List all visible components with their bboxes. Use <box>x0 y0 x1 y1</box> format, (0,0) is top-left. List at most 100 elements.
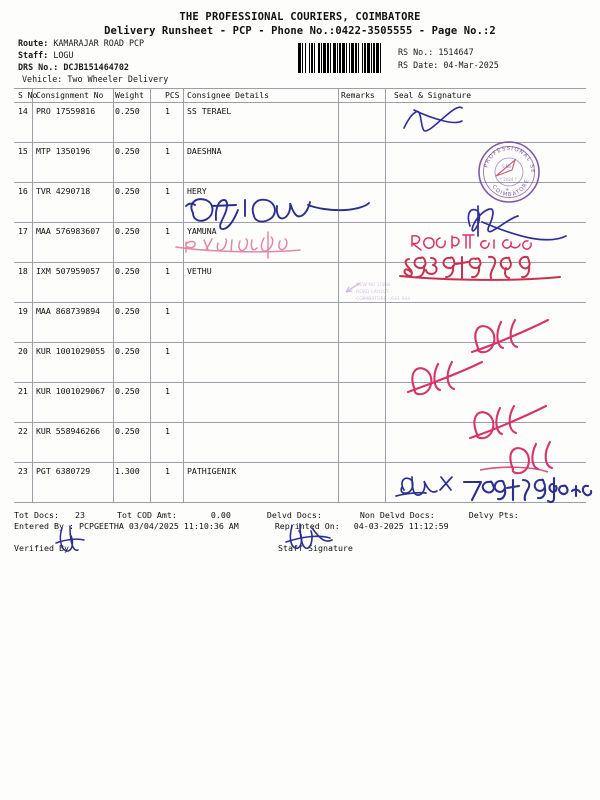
table-rule <box>14 502 586 503</box>
delivery-mark-4 <box>509 440 554 475</box>
cell-weight: 0.250 <box>115 306 140 316</box>
rs-date-label: RS Date: <box>398 60 439 70</box>
rs-date-field: RS Date: 04-Mar-2025 <box>398 60 499 70</box>
rs-no-value: 1514647 <box>438 47 474 57</box>
delvd-docs-label: Delvd Docs: <box>266 510 322 520</box>
delivery-mark-2 <box>470 318 550 354</box>
cell-sno: 21 <box>18 386 28 396</box>
cell-sno: 23 <box>18 466 28 476</box>
cell-consignment-no: PGT 6380729 <box>36 466 91 476</box>
table-column-divider <box>32 88 33 502</box>
cell-pcs: 1 <box>165 466 170 476</box>
table-rule <box>14 142 586 143</box>
cell-weight: 0.250 <box>115 226 140 236</box>
vehicle-field: Vehicle: Two Wheeler Delivery <box>22 74 168 84</box>
vehicle-label: Vehicle: <box>22 74 63 84</box>
cell-consignment-no: KUR 1001029055 <box>36 346 106 356</box>
cell-sno: 14 <box>18 106 28 116</box>
cell-sno: 22 <box>18 426 28 436</box>
entered-by-label: Entered By : <box>14 521 74 531</box>
company-title: THE PROFESSIONAL COURIERS, COIMBATORE <box>179 11 421 23</box>
staff-signature-label: Staff Signature <box>278 543 353 553</box>
rs-date-value: 04-Mar-2025 <box>443 60 499 70</box>
signature-row-14 <box>403 106 463 132</box>
column-header-s-no: S No <box>18 91 38 100</box>
staff-label: Staff: <box>18 50 49 60</box>
svg-text:★: ★ <box>505 187 510 193</box>
tot-docs-label: Tot Docs: <box>14 510 59 520</box>
barcode-icon <box>298 43 394 73</box>
column-header-seal-signature: Seal & Signature <box>394 91 472 100</box>
table-rule <box>14 262 586 263</box>
cell-sno: 20 <box>18 346 28 356</box>
signature-staff-bottom <box>395 476 453 497</box>
address-stamp-line2: ROAD LAYOUT <box>356 289 389 295</box>
rs-no-label: RS No.: <box>398 47 434 57</box>
drs-value: DCJB151464702 <box>63 62 129 72</box>
cell-sno: 18 <box>18 266 28 276</box>
cell-consignment-no: MAA 868739894 <box>36 306 101 316</box>
route-field: Route: KAMARAJAR ROAD PCP <box>18 38 144 48</box>
delivery-mark-1 <box>406 360 484 396</box>
cell-weight: 0.250 <box>115 146 140 156</box>
table-column-divider <box>338 88 339 502</box>
entered-by-value: PCPGEETHA 03/04/2025 11:10:36 AM <box>78 521 239 531</box>
cell-pcs: 1 <box>165 226 170 236</box>
column-header-consignee-details: Consignee Details <box>187 91 269 100</box>
address-stamp-faint: NEW NO 1/368 ROAD LAYOUT COIMBATORE - 64… <box>345 282 410 302</box>
table-rule <box>14 182 586 183</box>
table-column-divider <box>113 88 114 502</box>
cell-consignee-details: VETHU <box>187 266 212 276</box>
cell-pcs: 1 <box>165 386 170 396</box>
vehicle-value: Two Wheeler Delivery <box>67 74 169 84</box>
table-rule <box>14 342 586 343</box>
tot-docs-value: 23 <box>74 510 85 520</box>
route-label: Route: <box>18 38 49 48</box>
verified-by-label: Verified By <box>14 543 69 553</box>
cell-consignment-no: TVR 4290718 <box>36 186 91 196</box>
cell-sno: 15 <box>18 146 28 156</box>
non-delvd-docs-label: Non Delvd Docs: <box>359 510 435 520</box>
cell-consignee-details: SS TERAEL <box>187 106 232 116</box>
table-rule <box>14 422 586 423</box>
column-header-remarks: Remarks <box>341 91 375 100</box>
cell-consignee-details: YAMUNA <box>187 226 217 236</box>
cell-pcs: 1 <box>165 186 170 196</box>
cell-sno: 17 <box>18 226 28 236</box>
cell-pcs: 1 <box>165 306 170 316</box>
svg-text:S.No: S.No <box>502 164 512 169</box>
cell-consignment-no: KUR 558946266 <box>36 426 101 436</box>
tot-cod-value: 0.00 <box>210 510 231 520</box>
cell-weight: 0.250 <box>115 386 140 396</box>
cell-consignment-no: MAA 576983607 <box>36 226 101 236</box>
table-rule <box>14 382 586 383</box>
cell-consignment-no: PRO 17559816 <box>36 106 96 116</box>
delvy-pts-label: Delvy Pts: <box>468 510 519 520</box>
cell-consignee-details: DAESHNA <box>187 146 222 156</box>
table-rule <box>14 462 586 463</box>
totals-row: Tot Docs: 23 Tot COD Amt: 0.00 Delvd Doc… <box>14 510 519 520</box>
reprinted-on-value: 04-03-2025 11:12:59 <box>353 521 449 531</box>
table-rule <box>14 222 586 223</box>
cell-weight: 0.250 <box>115 266 140 276</box>
table-rule <box>14 88 586 89</box>
cell-weight: 1.300 <box>115 466 140 476</box>
cell-pcs: 1 <box>165 426 170 436</box>
rs-no-field: RS No.: 1514647 <box>398 47 474 57</box>
route-value: KAMARAJAR ROAD PCP <box>53 38 145 48</box>
cell-consignment-no: IXM 507959057 <box>36 266 101 276</box>
cell-pcs: 1 <box>165 146 170 156</box>
entered-reprinted-row: Entered By : PCPGEETHA 03/04/2025 11:10:… <box>14 521 449 531</box>
cell-weight: 0.250 <box>115 106 140 116</box>
staff-field: Staff: LOGU <box>18 50 73 60</box>
column-header-consignment-no: Consignment No <box>36 91 104 100</box>
cell-weight: 0.250 <box>115 346 140 356</box>
cell-consignment-no: KUR 1001029067 <box>36 386 106 396</box>
cell-consignee-details: PATHIGENIK <box>187 466 237 476</box>
reprinted-on-label: Reprinted On: <box>274 521 340 531</box>
drs-field: DRS No.: DCJB151464702 <box>18 62 129 72</box>
cell-pcs: 1 <box>165 346 170 356</box>
staff-value: LOGU <box>53 50 74 60</box>
